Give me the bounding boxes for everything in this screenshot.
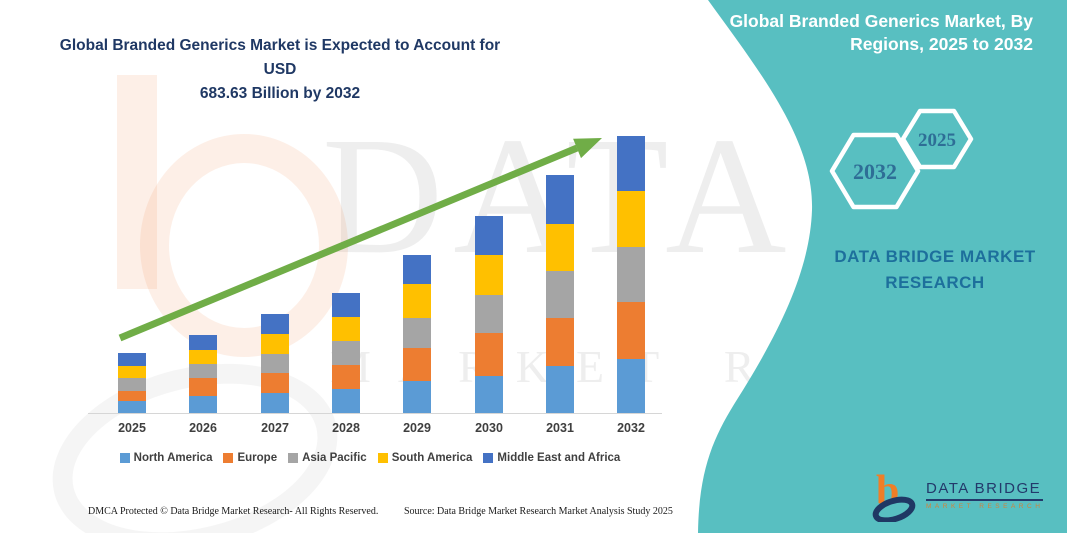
data-bridge-logo: b DATA BRIDGE MARKET RESEARCH <box>870 468 1044 522</box>
bar-segment-2031 <box>546 366 574 413</box>
bar-segment-2028 <box>332 341 360 365</box>
bar-segment-2027 <box>261 393 289 413</box>
x-axis-label-2029: 2029 <box>403 421 431 435</box>
bar-segment-2027 <box>261 334 289 354</box>
bar-segment-2032 <box>617 247 645 302</box>
legend-swatch <box>288 453 299 463</box>
bar-segment-2032 <box>617 191 645 247</box>
x-axis-label-2030: 2030 <box>475 421 503 435</box>
legend-item: Asia Pacific <box>288 452 367 464</box>
bar-2029 <box>403 255 431 413</box>
x-axis-label-2026: 2026 <box>189 421 217 435</box>
legend-item: Middle East and Africa <box>483 452 620 464</box>
bar-segment-2025 <box>118 366 146 378</box>
bar-segment-2030 <box>475 333 503 376</box>
bar-segment-2032 <box>617 136 645 191</box>
bar-segment-2025 <box>118 401 146 413</box>
bar-segment-2026 <box>189 350 217 364</box>
hexagon-2025 <box>900 108 974 170</box>
panel-brand-text: DATA BRIDGE MARKET RESEARCH <box>834 247 1036 292</box>
bar-2030 <box>475 216 503 413</box>
bar-segment-2026 <box>189 378 217 396</box>
bar-segment-2029 <box>403 348 431 381</box>
bar-segment-2032 <box>617 302 645 359</box>
legend-label: North America <box>133 452 213 464</box>
bar-segment-2030 <box>475 255 503 295</box>
bar-segment-2025 <box>118 391 146 401</box>
legend-label: Asia Pacific <box>302 452 367 464</box>
bar-2027 <box>261 314 289 413</box>
x-axis-labels: 2025 2026 2027 2028 2029 2030 2031 2032 <box>88 421 662 441</box>
bar-segment-2029 <box>403 255 431 284</box>
x-axis-label-2027: 2027 <box>261 421 289 435</box>
hexagon-2032-label: 2032 <box>853 159 897 184</box>
hexagon-2032 <box>829 132 921 210</box>
bar-segment-2028 <box>332 365 360 389</box>
bar-segment-2030 <box>475 376 503 413</box>
bar-segment-2027 <box>261 354 289 373</box>
bar-chart-plot-area <box>88 130 662 414</box>
bar-segment-2030 <box>475 295 503 333</box>
logo-title: DATA BRIDGE <box>926 480 1044 501</box>
x-axis-label-2028: 2028 <box>332 421 360 435</box>
panel-title: Global Branded Generics Market, By Regio… <box>729 11 1033 54</box>
bar-segment-2026 <box>189 364 217 378</box>
bar-segment-2025 <box>118 353 146 366</box>
bar-segment-2028 <box>332 389 360 413</box>
bar-2026 <box>189 335 217 413</box>
legend-label: South America <box>391 452 473 464</box>
bar-segment-2026 <box>189 335 217 350</box>
bar-segment-2032 <box>617 359 645 413</box>
logo-subtitle: MARKET RESEARCH <box>926 503 1044 510</box>
bar-segment-2031 <box>546 271 574 318</box>
legend-swatch <box>377 453 388 463</box>
bar-segment-2025 <box>118 378 146 391</box>
bar-segment-2031 <box>546 318 574 366</box>
bar-segment-2030 <box>475 216 503 255</box>
bar-2032 <box>617 136 645 413</box>
x-axis-label-2032: 2032 <box>617 421 645 435</box>
chart-legend: North America Europe Asia Pacific South Ame… <box>70 452 670 464</box>
legend-item: North America <box>119 452 213 464</box>
legend-swatch <box>119 453 130 463</box>
x-axis-label-2025: 2025 <box>118 421 146 435</box>
bar-2031 <box>546 175 574 413</box>
legend-item: South America <box>377 452 473 464</box>
chart-title: Global Branded Generics Market is Expect… <box>45 34 515 106</box>
bar-segment-2031 <box>546 224 574 271</box>
legend-swatch <box>483 453 494 463</box>
legend-item: Europe <box>223 452 277 464</box>
bar-segment-2027 <box>261 373 289 393</box>
bar-segment-2027 <box>261 314 289 334</box>
bar-segment-2029 <box>403 284 431 318</box>
bar-segment-2031 <box>546 175 574 224</box>
legend-label: Europe <box>237 452 278 464</box>
footer-dmca-text: DMCA Protected © Data Bridge Market Rese… <box>88 506 379 517</box>
footer-source-text: Source: Data Bridge Market Research Mark… <box>404 506 673 517</box>
bar-segment-2028 <box>332 317 360 341</box>
data-bridge-logo-icon: b <box>872 468 916 522</box>
chart-title-line1: Global Branded Generics Market is Expect… <box>59 37 501 78</box>
x-axis-label-2031: 2031 <box>546 421 574 435</box>
bar-segment-2028 <box>332 293 360 317</box>
chart-title-line2: 683.63 Billion by 2032 <box>199 85 361 102</box>
bar-2025 <box>118 353 146 413</box>
bar-2028 <box>332 293 360 413</box>
bar-segment-2026 <box>189 396 217 413</box>
bar-segment-2029 <box>403 381 431 413</box>
legend-label: Middle East and Africa <box>497 452 621 464</box>
hexagon-2025-label: 2025 <box>918 130 956 151</box>
bar-segment-2029 <box>403 318 431 348</box>
legend-swatch <box>223 453 234 463</box>
